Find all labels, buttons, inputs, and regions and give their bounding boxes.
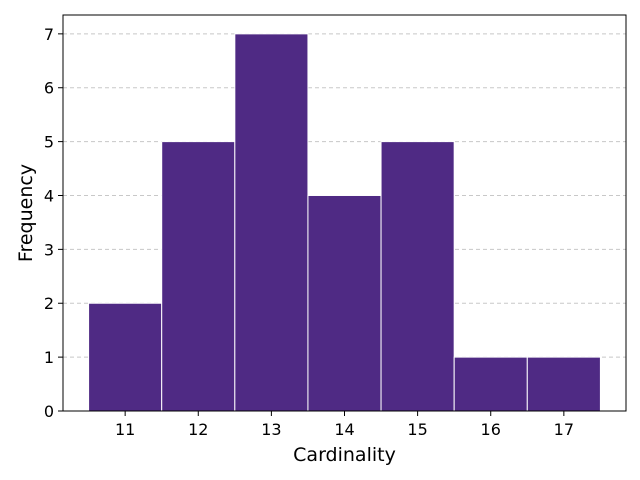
y-tick-label: 7 [44,25,54,44]
histogram-bar [453,356,528,412]
x-axis-ticks: 11 12 13 14 15 16 17 [115,411,574,439]
y-tick-label: 5 [44,133,54,152]
x-axis-label: Cardinality [293,444,396,466]
histogram-bar [234,33,309,412]
x-tick-label: 17 [554,420,574,439]
histogram-bar [307,194,382,412]
y-axis-label: Frequency [15,164,37,262]
x-tick-label: 14 [334,420,354,439]
histogram-bar [88,302,163,412]
y-tick-label: 1 [44,348,54,367]
x-tick-label: 11 [115,420,135,439]
histogram-bar [380,141,455,412]
x-tick-label: 12 [188,420,208,439]
x-tick-label: 16 [481,420,501,439]
y-tick-label: 2 [44,294,54,313]
x-tick-label: 13 [261,420,281,439]
y-tick-label: 6 [44,79,54,98]
y-tick-label: 3 [44,240,54,259]
x-tick-label: 15 [407,420,427,439]
bars [88,33,601,412]
histogram-bar [161,141,236,412]
y-tick-label: 0 [44,402,54,421]
y-tick-label: 4 [44,186,54,205]
histogram-bar [526,356,601,412]
y-axis-ticks: 0 1 2 3 4 5 6 7 [44,25,63,421]
